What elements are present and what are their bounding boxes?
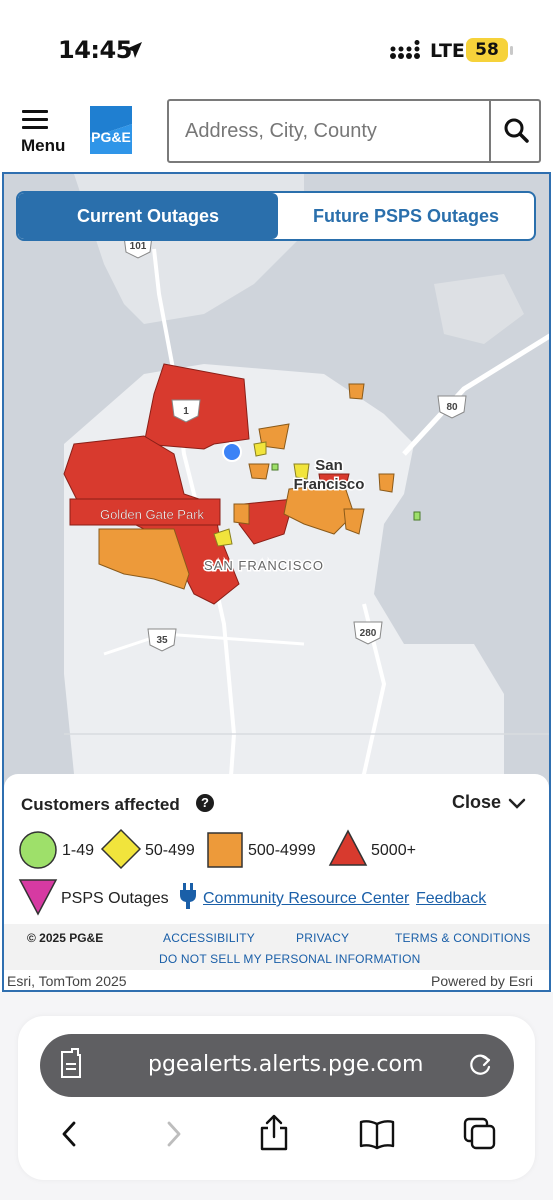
tab-future-psps-outages[interactable]: Future PSPS Outages [312,206,500,226]
search-icon [504,118,529,143]
close-legend-button[interactable]: Close [452,792,502,812]
orange-square-icon [207,832,243,868]
green-circle-icon [19,831,57,869]
outage-area-500-4999[interactable] [378,473,395,493]
battery-indicator: 58 [466,38,508,62]
outage-area-50-499[interactable] [213,528,233,547]
outage-area-50-499[interactable] [293,463,310,480]
outage-area-500-4999[interactable] [233,503,250,525]
legend-label-psps: PSPS Outages [61,890,169,907]
golden-gate-park-label: Golden Gate Park [100,507,205,522]
help-icon[interactable]: ? [196,794,214,812]
outage-area-1-49[interactable] [413,511,421,521]
terms-conditions-link[interactable]: TERMS & CONDITIONS [395,931,531,945]
svg-text:80: 80 [446,402,458,413]
chevron-down-icon[interactable] [508,797,526,811]
back-icon[interactable] [58,1120,82,1148]
network-type: LTE [430,40,465,62]
outage-area-500-4999[interactable] [343,508,365,535]
bay-bridge-road [402,333,549,456]
status-time: 14:45 [58,36,132,64]
svg-text:101: 101 [130,241,147,252]
outage-area-1-49[interactable] [271,463,279,471]
legend-label-5000plus: 5000+ [371,842,416,859]
accessibility-link[interactable]: ACCESSIBILITY [163,931,255,945]
menu-button[interactable]: Menu [18,106,72,156]
reload-icon[interactable] [468,1052,494,1078]
road [152,248,237,875]
footer-bar [4,924,549,970]
pink-inverted-triangle-icon [18,879,58,916]
road [103,632,305,656]
hamburger-icon [22,110,48,113]
copyright-text: © 2025 PG&E [27,931,104,945]
red-triangle-icon [328,829,368,866]
location-arrow-icon [126,42,142,58]
svg-text:35: 35 [156,635,168,646]
city-label-line2: Francisco [294,476,365,493]
outage-area-500-4999[interactable] [283,483,355,535]
hamburger-bar [22,118,48,121]
address-bar[interactable] [40,1034,514,1097]
page-menu-icon[interactable] [58,1048,84,1080]
route-shield-35: 35 [147,628,177,652]
do-not-sell-link[interactable]: DO NOT SELL MY PERSONAL INFORMATION [159,952,421,966]
legend-label-500-4999: 500-4999 [248,842,316,859]
forward-icon[interactable] [162,1120,186,1148]
outage-area-500-4999[interactable] [348,383,365,400]
yellow-diamond-icon [100,828,142,870]
tab-current-outages[interactable]: Current Outages [18,193,278,239]
svg-text:280: 280 [360,628,377,639]
powered-by-esri[interactable]: Powered by Esri [431,973,533,989]
tabs-icon[interactable] [462,1116,498,1152]
legend-label-1-49: 1-49 [62,842,95,859]
legend-title: Customers affected [21,795,180,814]
privacy-link[interactable]: PRIVACY [296,931,350,945]
map-attribution: Esri, TomTom 2025 [7,973,127,989]
search-box [167,99,541,163]
community-resource-center-link[interactable]: Community Resource Center [203,890,410,907]
pge-logo[interactable]: PG&E [88,104,136,156]
route-shield-80: 80 [437,395,467,419]
logo-text: PG&E [91,129,131,145]
signal-icon [390,40,420,59]
battery-nub [510,46,513,55]
search-input[interactable] [169,101,489,161]
city-label-line1: San [315,457,343,474]
district-label: SAN FRANCISCO [204,558,324,573]
menu-label: Menu [21,136,66,155]
attribution-bar [4,970,549,990]
route-shield-1: 1 [171,399,201,423]
share-icon[interactable] [258,1114,290,1152]
outage-area-500-4999[interactable] [248,463,270,480]
legend-label-50-499: 50-499 [145,842,195,859]
yerba-buena-island [434,274,524,344]
current-location-dot [222,442,242,462]
feedback-link[interactable]: Feedback [416,890,487,907]
search-button[interactable] [489,101,543,161]
route-shield-280: 280 [353,621,383,645]
outage-area-50-499[interactable] [253,441,267,457]
plug-icon [180,883,196,909]
url-text[interactable]: pgealerts.alerts.pge.com [148,1052,424,1077]
svg-text:1: 1 [183,406,189,417]
hamburger-bar [22,126,48,129]
golden-gate-park-outage[interactable] [69,498,221,526]
outage-area-500-4999[interactable] [98,528,190,590]
bookmarks-icon[interactable] [358,1118,396,1150]
outage-type-tabs: Current Outages Future PSPS Outages [16,191,536,241]
